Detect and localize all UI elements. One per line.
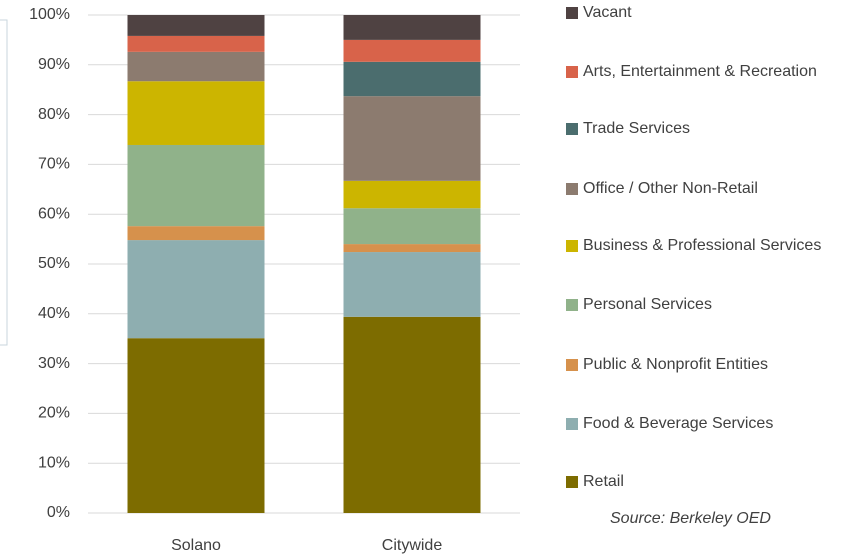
bar-segment [127, 338, 265, 513]
bar-segment [343, 252, 481, 317]
x-tick-label: Citywide [382, 537, 443, 554]
bar-segment [127, 15, 265, 36]
legend-item: Business & Professional Services [566, 235, 834, 257]
legend-swatch [566, 66, 578, 78]
y-tick-label: 50% [38, 255, 70, 272]
legend-swatch [566, 299, 578, 311]
bar-segment [343, 208, 481, 245]
legend-label: Public & Nonprofit Entities [583, 356, 768, 373]
bar-segment [343, 61, 481, 97]
legend-swatch [566, 183, 578, 195]
bar-segment [343, 244, 481, 253]
legend-item: Food & Beverage Services [566, 413, 834, 435]
legend-label: Retail [583, 473, 624, 490]
legend-swatch [566, 359, 578, 371]
bar-segment [127, 144, 265, 227]
y-tick-label: 60% [38, 205, 70, 222]
legend-item: Public & Nonprofit Entities [566, 354, 834, 376]
bar-segment [343, 15, 481, 40]
legend-item: Trade Services [566, 118, 834, 140]
bar-segment [127, 240, 265, 339]
legend-label: Food & Beverage Services [583, 415, 774, 432]
legend-item: Vacant [566, 2, 834, 24]
bar-segment [127, 226, 265, 241]
legend-label: Vacant [583, 4, 632, 21]
legend-swatch [566, 7, 578, 19]
y-tick-label: 100% [29, 6, 70, 23]
bar-segment [127, 81, 265, 145]
bar-segment [127, 35, 265, 52]
source-note: Source: Berkeley OED [610, 510, 771, 527]
y-tick-label: 40% [38, 305, 70, 322]
y-tick-label: 0% [47, 504, 70, 521]
legend-swatch [566, 476, 578, 488]
legend-item: Personal Services [566, 294, 834, 316]
x-tick-label: Solano [171, 537, 221, 554]
legend-item: Arts, Entertainment & Recreation [566, 61, 834, 83]
legend-label: Trade Services [583, 120, 690, 137]
legend-swatch [566, 123, 578, 135]
legend-label: Office / Other Non-Retail [583, 180, 758, 197]
y-tick-label: 20% [38, 405, 70, 422]
bar-segment [127, 51, 265, 82]
legend-swatch [566, 240, 578, 252]
y-tick-label: 80% [38, 106, 70, 123]
legend-label: Business & Professional Services [583, 237, 822, 254]
frame-edge [0, 19, 8, 346]
bar-segment [343, 39, 481, 62]
bar-segment [343, 316, 481, 513]
legend-swatch [566, 418, 578, 430]
y-tick-label: 30% [38, 355, 70, 372]
legend-item: Retail [566, 471, 834, 493]
y-tick-label: 90% [38, 56, 70, 73]
legend-label: Personal Services [583, 296, 712, 313]
bar-segment [343, 96, 481, 181]
legend-label: Arts, Entertainment & Recreation [583, 63, 817, 80]
y-tick-label: 70% [38, 156, 70, 173]
bar-segment [343, 180, 481, 209]
y-tick-label: 10% [38, 454, 70, 471]
legend-item: Office / Other Non-Retail [566, 178, 834, 200]
